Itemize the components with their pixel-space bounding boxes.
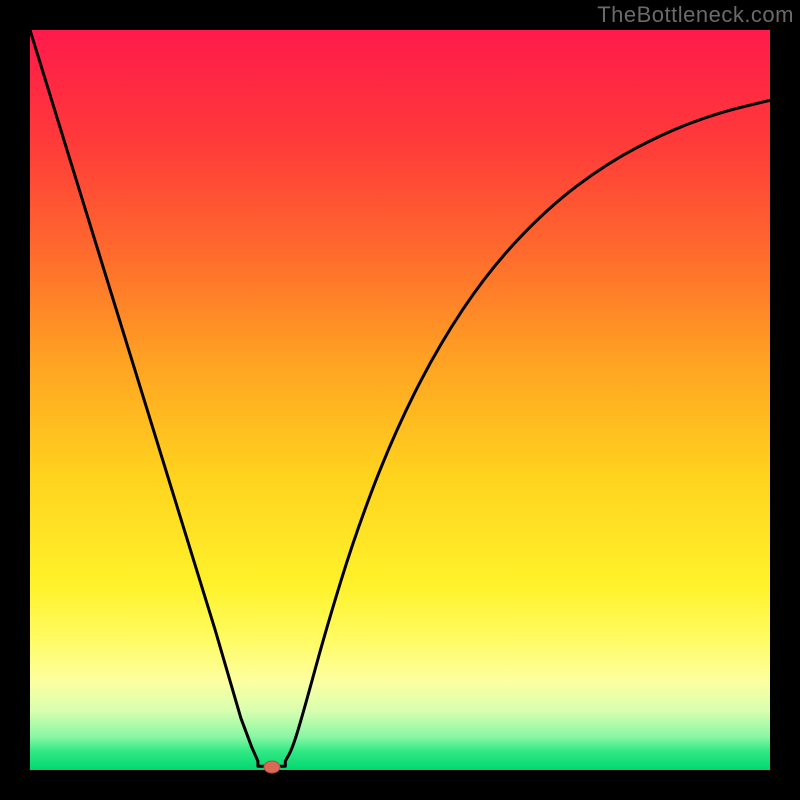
chart-stage: TheBottleneck.com [0,0,800,800]
chart-svg [0,0,800,800]
trough-marker [264,761,280,773]
plot-area [30,30,770,770]
watermark-text: TheBottleneck.com [597,2,794,28]
